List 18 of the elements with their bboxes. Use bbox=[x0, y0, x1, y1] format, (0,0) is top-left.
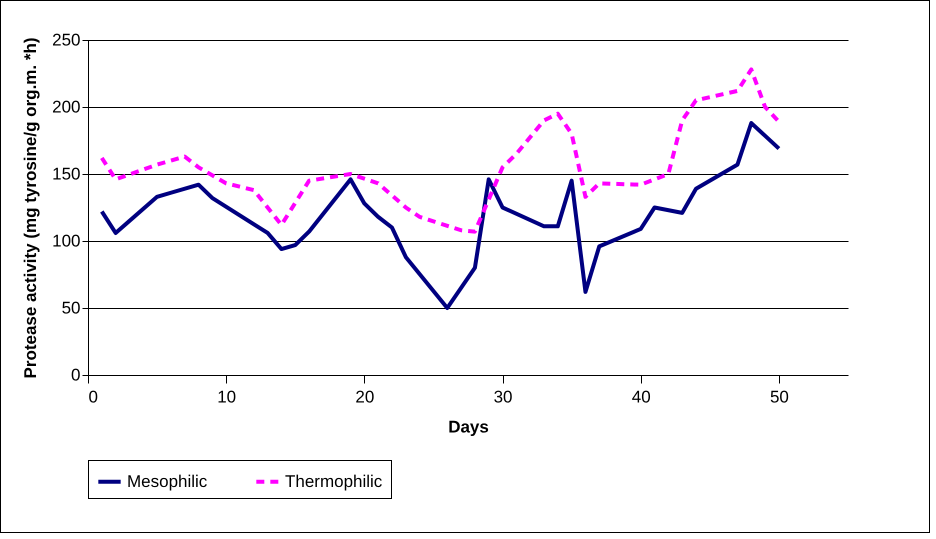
y-tick-label: 200 bbox=[52, 98, 80, 116]
y-axis-title: Protease activity (mg tyrosine/g org.m. *h) bbox=[21, 37, 40, 379]
x-tick-label: 10 bbox=[217, 388, 236, 406]
y-tick-label: 150 bbox=[52, 164, 80, 184]
x-tick-label: 50 bbox=[770, 388, 789, 406]
x-tick-label: 40 bbox=[632, 388, 651, 406]
x-tick-label: 0 bbox=[88, 388, 98, 406]
y-tick-label: 50 bbox=[62, 298, 80, 318]
x-tick-label: 30 bbox=[494, 388, 513, 406]
x-axis-title: Days bbox=[448, 418, 489, 436]
y-tick-label: 100 bbox=[52, 232, 80, 250]
legend-label: Mesophilic bbox=[127, 472, 208, 491]
y-tick-label: 0 bbox=[71, 366, 80, 384]
x-tick-label: 20 bbox=[355, 388, 374, 406]
line-series bbox=[100, 121, 781, 310]
legend-label: Thermophilic bbox=[285, 472, 383, 491]
y-tick-label: 250 bbox=[52, 30, 80, 50]
line-series bbox=[100, 67, 781, 234]
